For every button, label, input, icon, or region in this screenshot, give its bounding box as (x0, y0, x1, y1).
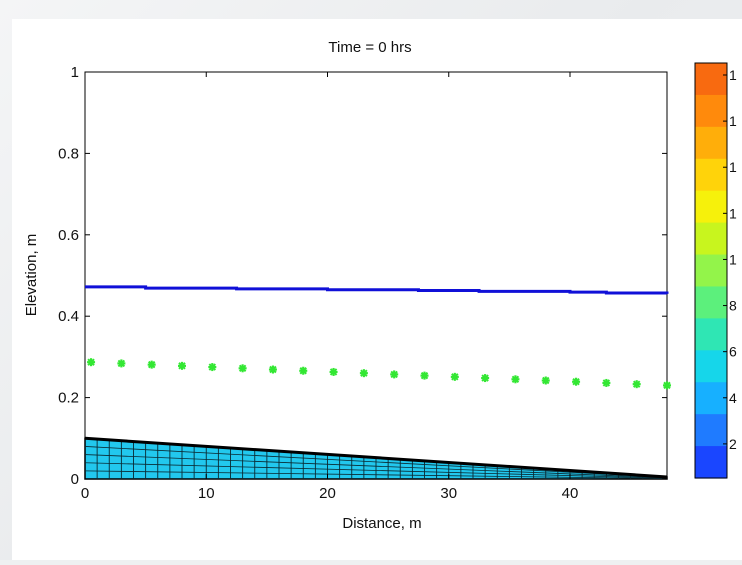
mesh-row-line (84, 446, 668, 478)
colorbar-tick-label: 1 (729, 159, 737, 175)
colorbar-tick-label: 1 (729, 67, 737, 83)
colorbar-segment (695, 286, 727, 319)
series-marker-green (663, 381, 671, 390)
x-tick-label: 20 (319, 485, 336, 502)
chart-svg: Time = 0 hrs 0 10 20 30 40 0 0.2 0.4 0.6 0.8 1 Dis… (23, 39, 737, 532)
tick-layer: 0 10 20 30 40 0 0.2 0.4 0.6 0.8 1 (58, 64, 667, 502)
colorbar-segment (695, 158, 727, 192)
colorbar-segment (695, 222, 727, 256)
mesh-top-edge (84, 436, 668, 479)
x-tick-label: 0 (81, 485, 89, 502)
y-axis-label: Elevation, m (23, 234, 40, 317)
series-marker-green (238, 364, 247, 373)
colorbar-segment (695, 350, 727, 383)
series-marker-green (420, 371, 429, 380)
colorbar-segment (695, 63, 727, 96)
y-tick-label: 0.2 (58, 390, 79, 407)
colorbar-segment (695, 190, 727, 224)
series-marker-green (390, 370, 399, 379)
chart-title: Time = 0 hrs (328, 39, 411, 56)
y-tick-label: 1 (71, 64, 79, 81)
series-marker-green (147, 360, 156, 369)
plot-area (84, 71, 668, 480)
series-marker-green (117, 359, 126, 368)
colorbar-segment (695, 382, 727, 415)
colorbar-segment (695, 254, 727, 288)
series-marker-green (359, 369, 368, 378)
line-layer (85, 285, 669, 295)
colorbar-tick-label: 4 (729, 390, 737, 406)
colorbar-tick-label: 1 (729, 113, 737, 129)
series-marker-green (299, 366, 308, 375)
series-marker-green (268, 365, 277, 374)
y-tick-label: 0.6 (58, 227, 79, 244)
colorbar-tick-label: 8 (729, 298, 737, 314)
y-tick-label: 0.4 (58, 308, 79, 325)
series-marker-green (632, 380, 641, 389)
colorbar-segment (695, 414, 727, 447)
series-marker-green (572, 377, 581, 386)
colorbar-border (694, 62, 728, 479)
axes-box (84, 71, 668, 480)
x-tick-label: 10 (198, 485, 215, 502)
figure-panel: Time = 0 hrs 0 10 20 30 40 0 0.2 0.4 0.6 0.8 1 Dis… (12, 19, 742, 560)
marker-layer (87, 358, 671, 390)
y-tick-label: 0.8 (58, 145, 79, 162)
colorbar-segment (695, 94, 727, 128)
colorbar: 1 1 1 1 1 8 6 4 2 (694, 62, 737, 479)
colorbar-tick-label: 1 (729, 251, 737, 267)
series-marker-green (511, 375, 520, 384)
y-tick-label: 0 (71, 471, 79, 488)
series-marker-green (208, 363, 217, 372)
series-line-blue (85, 285, 669, 295)
x-tick-label: 30 (440, 485, 457, 502)
series-marker-green (87, 358, 96, 367)
series-marker-green (329, 367, 338, 376)
mesh-row-line (84, 454, 668, 479)
colorbar-tick-label: 2 (729, 436, 737, 452)
mesh-wedge (84, 436, 668, 480)
colorbar-tick-label: 6 (729, 344, 737, 360)
series-marker-green (541, 376, 550, 385)
colorbar-segment (695, 446, 727, 479)
colorbar-segment (695, 318, 727, 351)
x-tick-label: 40 (562, 485, 579, 502)
series-marker-green (178, 361, 186, 370)
series-marker-green (450, 372, 459, 381)
colorbar-tick-label: 1 (729, 205, 737, 221)
colorbar-segment (695, 126, 727, 160)
series-marker-green (602, 378, 611, 387)
series-marker-green (481, 374, 490, 383)
x-axis-label: Distance, m (342, 515, 421, 532)
